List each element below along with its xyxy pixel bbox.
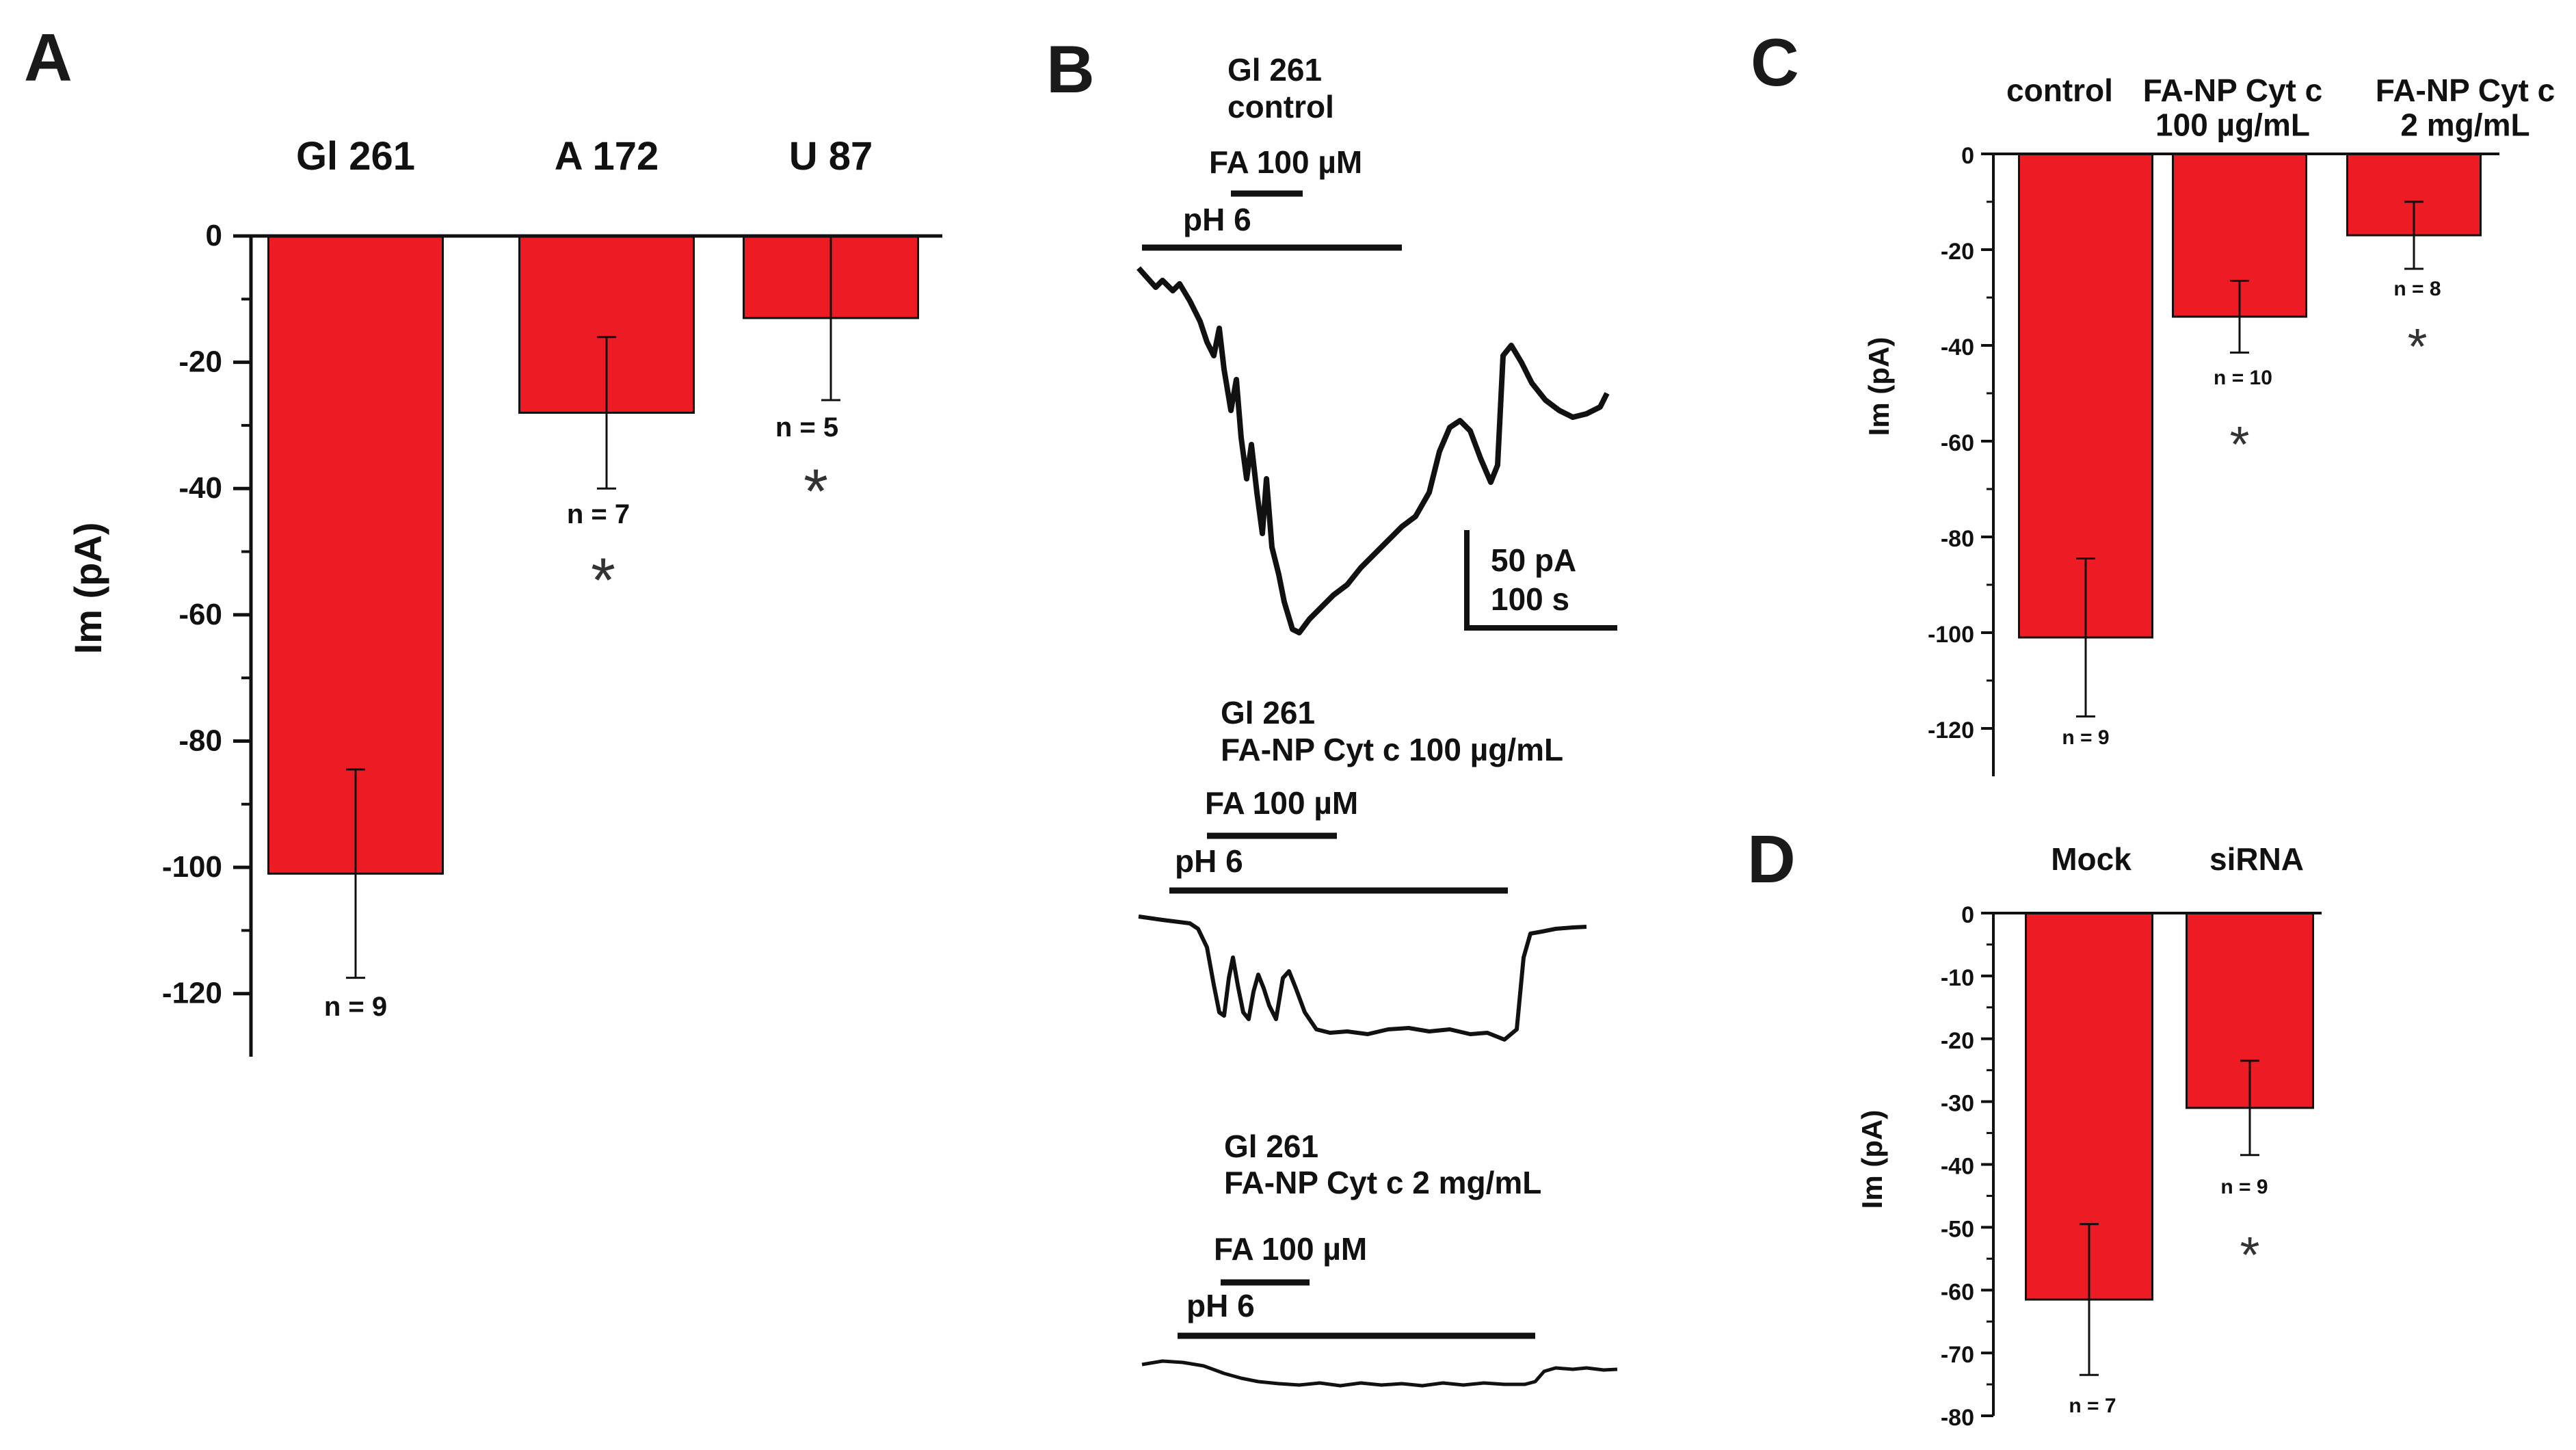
chart-c-category-label-0: control bbox=[2006, 72, 2113, 108]
chart-c-n-label-2: n = 8 bbox=[2393, 278, 2441, 300]
chart-c-y-tick-label-1: -20 bbox=[1941, 239, 1974, 265]
category-label-line: FA-NP Cyt c bbox=[2376, 72, 2555, 108]
chart-a-y-tick-label-0: 0 bbox=[206, 219, 222, 252]
trace-np100-panel: Gl 261 FA-NP Cyt c 100 µg/mL FA 100 µM p… bbox=[1138, 695, 1587, 1042]
trace-control-fa-label: FA 100 µM bbox=[1209, 144, 1362, 180]
chart-a-y-tick-label-2: -40 bbox=[178, 471, 222, 505]
chart-a-category-label-1: A 172 bbox=[555, 134, 659, 179]
chart-d-bar-chart: Mock siRNA Im (pA) n = 7 n = 9 * 0 -10 -20… bbox=[1856, 841, 2322, 1431]
chart-d-category-label-0: Mock bbox=[2051, 841, 2132, 877]
chart-a-category-label-2: U 87 bbox=[789, 134, 873, 179]
chart-d-y-tick-label-1: -10 bbox=[1941, 965, 1974, 991]
chart-c-significance-2: * bbox=[2408, 318, 2428, 375]
trace-np100-title-line1: Gl 261 bbox=[1221, 695, 1315, 730]
chart-c-y-tick-label-4: -80 bbox=[1941, 526, 1974, 552]
chart-d-y-tick-label-7: -70 bbox=[1941, 1342, 1974, 1368]
chart-c-y-tick-label-2: -40 bbox=[1941, 334, 1974, 360]
chart-c-y-axis-label: Im (pA) bbox=[1863, 337, 1895, 436]
chart-a-significance-1: * bbox=[591, 546, 615, 616]
chart-a-bar-chart: Gl 261 A 172 U 87 Im (pA) n = 9 n = 7 n … bbox=[66, 134, 942, 1057]
trace-np2-title-line1: Gl 261 bbox=[1224, 1129, 1318, 1164]
trace-control-title-line2: control bbox=[1227, 89, 1334, 124]
trace-control-scale-time-label: 100 s bbox=[1491, 581, 1569, 617]
chart-d-n-label-0: n = 7 bbox=[2069, 1395, 2116, 1417]
chart-c-bar-0 bbox=[2018, 153, 2153, 639]
chart-a-y-axis-label: Im (pA) bbox=[66, 523, 109, 655]
trace-control-panel: Gl 261 control FA 100 µM pH 6 50 pA 100 … bbox=[1137, 52, 1617, 635]
trace-np100-ph-label: pH 6 bbox=[1175, 843, 1243, 879]
chart-c-y-tick-label-3: -60 bbox=[1941, 430, 1974, 456]
trace-control-title-line1: Gl 261 bbox=[1227, 52, 1322, 88]
chart-a-y-tick-label-1: -20 bbox=[178, 345, 222, 379]
trace-control-current-trace bbox=[1137, 266, 1610, 635]
panel-letter-a: A bbox=[24, 20, 72, 95]
chart-c-y-tick-label-0: 0 bbox=[1961, 143, 1974, 169]
category-label-line: FA-NP Cyt c bbox=[2143, 72, 2322, 108]
trace-np2-title-line2: FA-NP Cyt c 2 mg/mL bbox=[1224, 1165, 1541, 1200]
category-label-line: 100 µg/mL bbox=[2155, 107, 2310, 143]
trace-control-scale-current-label: 50 pA bbox=[1491, 542, 1576, 578]
chart-c-y-tick-label-5: -100 bbox=[1928, 622, 1974, 648]
chart-d-y-tick-label-5: -50 bbox=[1941, 1216, 1974, 1242]
trace-np100-title-line2: FA-NP Cyt c 100 µg/mL bbox=[1221, 732, 1563, 767]
chart-a-y-tick-label-3: -60 bbox=[178, 598, 222, 631]
chart-c-y-tick-label-6: -120 bbox=[1928, 717, 1974, 743]
chart-a-n-label-1: n = 7 bbox=[567, 499, 630, 529]
trace-np100-fa-label: FA 100 µM bbox=[1205, 785, 1358, 821]
chart-d-y-tick-label-2: -20 bbox=[1941, 1028, 1974, 1054]
chart-d-y-tick-label-4: -40 bbox=[1941, 1154, 1974, 1180]
chart-a-n-label-0: n = 9 bbox=[324, 992, 387, 1022]
chart-d-significance-1: * bbox=[2240, 1226, 2260, 1283]
category-label-line: 2 mg/mL bbox=[2400, 107, 2529, 143]
panel-letter-c: C bbox=[1751, 25, 1799, 100]
chart-a-y-tick-label-4: -80 bbox=[178, 724, 222, 757]
panel-letter-b: B bbox=[1046, 31, 1095, 107]
trace-np2-ph-label: pH 6 bbox=[1186, 1288, 1255, 1323]
chart-d-y-tick-label-0: 0 bbox=[1961, 902, 1974, 928]
chart-d-y-tick-label-6: -60 bbox=[1941, 1279, 1974, 1305]
chart-d-y-tick-label-3: -30 bbox=[1941, 1091, 1974, 1117]
trace-np2-fa-label: FA 100 µM bbox=[1214, 1231, 1367, 1267]
trace-control-ph-label: pH 6 bbox=[1183, 202, 1251, 237]
chart-a-category-label-0: Gl 261 bbox=[296, 134, 415, 179]
chart-d-n-label-1: n = 9 bbox=[2220, 1176, 2268, 1198]
chart-a-significance-2: * bbox=[804, 457, 828, 527]
chart-c-n-label-1: n = 10 bbox=[2214, 367, 2272, 389]
trace-np100-current-trace bbox=[1138, 914, 1587, 1042]
chart-d-y-axis-label: Im (pA) bbox=[1856, 1110, 1888, 1209]
chart-d-y-tick-label-8: -80 bbox=[1941, 1405, 1974, 1431]
chart-c-significance-1: * bbox=[2230, 416, 2250, 473]
chart-a-n-label-2: n = 5 bbox=[775, 412, 838, 443]
chart-a-y-tick-label-5: -100 bbox=[162, 850, 222, 884]
trace-np2-panel: Gl 261 FA-NP Cyt c 2 mg/mL FA 100 µM pH … bbox=[1141, 1129, 1618, 1388]
chart-c-n-label-0: n = 9 bbox=[2062, 726, 2109, 749]
chart-a-bar-0 bbox=[267, 235, 444, 875]
panel-letter-d: D bbox=[1747, 821, 1796, 897]
trace-np2-current-trace bbox=[1141, 1359, 1618, 1388]
chart-c-bar-chart: control FA-NP Cyt c 100 µg/mL FA-NP Cyt c… bbox=[1863, 72, 2555, 776]
chart-c-category-label-1: FA-NP Cyt c 100 µg/mL bbox=[2143, 72, 2322, 143]
chart-a-y-tick-label-6: -120 bbox=[162, 977, 222, 1010]
chart-d-category-label-1: siRNA bbox=[2209, 841, 2304, 877]
